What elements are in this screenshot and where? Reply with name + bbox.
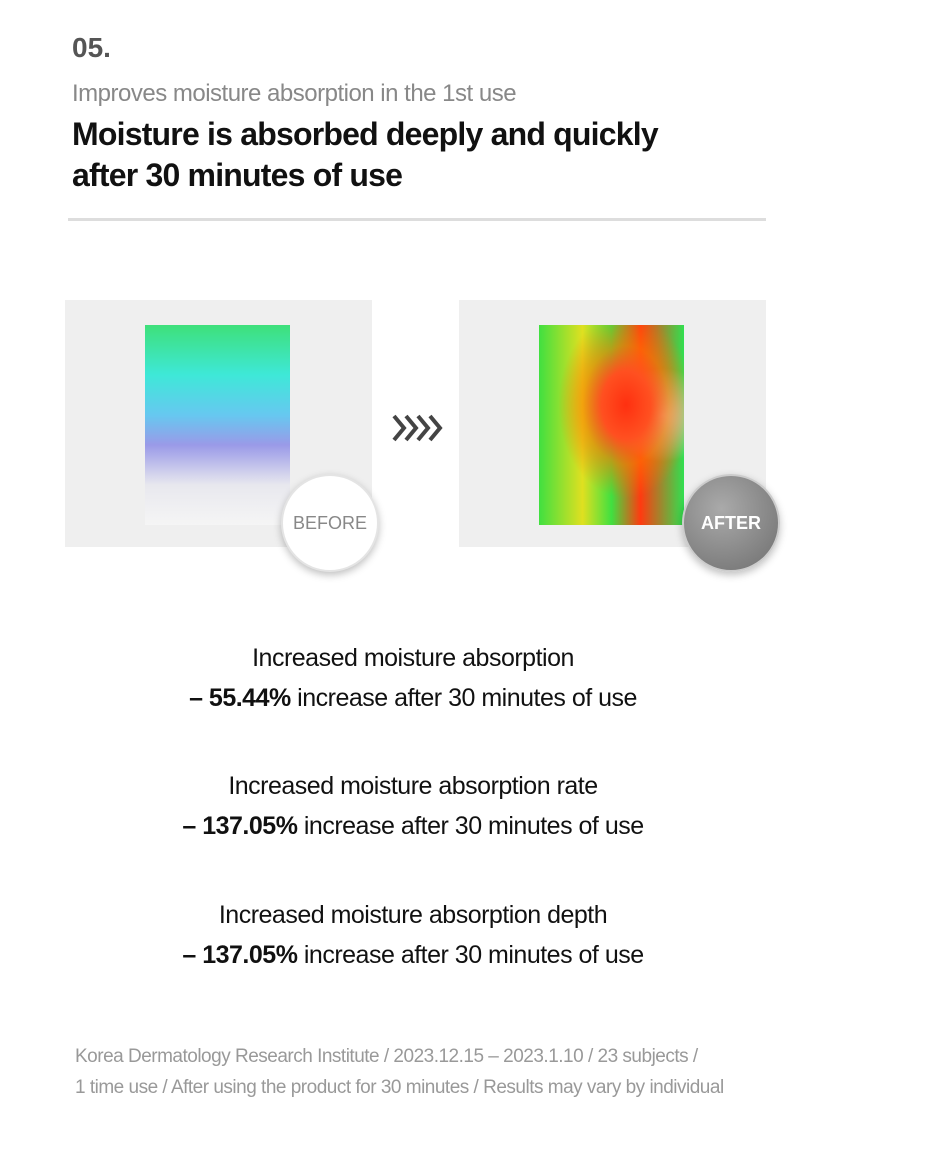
result-highlight: – 137.05% xyxy=(182,941,298,969)
divider xyxy=(68,218,766,221)
arrows-icon xyxy=(392,414,443,442)
result-line: – 137.05% increase after 30 minutes of u… xyxy=(0,941,826,970)
section-number: 05. xyxy=(72,32,111,63)
title: Moisture is absorbed deeply and quickly xyxy=(72,116,659,152)
footnote: Korea Dermatology Research Institute / 2… xyxy=(75,1046,698,1067)
cube xyxy=(145,325,290,525)
after-badge: AFTER xyxy=(682,474,780,572)
cube xyxy=(539,325,684,525)
result-text: increase after 30 minutes of use xyxy=(297,684,637,712)
result-highlight: – 137.05% xyxy=(182,812,298,840)
footnote: 1 time use / After using the product for… xyxy=(75,1077,724,1098)
result-heading: Increased moisture absorption depth xyxy=(218,901,608,929)
result-line: – 137.05% increase after 30 minutes of u… xyxy=(0,812,826,841)
result-line: – 55.44% increase after 30 minutes of us… xyxy=(0,684,826,713)
result-heading: Increased moisture absorption xyxy=(252,644,574,672)
before-image xyxy=(65,300,372,547)
title: after 30 minutes of use xyxy=(72,157,403,193)
before-badge: BEFORE xyxy=(281,474,379,572)
result-text: increase after 30 minutes of use xyxy=(303,941,644,969)
subtitle: Improves moisture absorption in the 1st … xyxy=(72,80,517,107)
result-highlight: – 55.44% xyxy=(189,684,291,712)
result-heading: Increased moisture absorption rate xyxy=(228,772,598,800)
result-text: increase after 30 minutes of use xyxy=(303,812,644,840)
